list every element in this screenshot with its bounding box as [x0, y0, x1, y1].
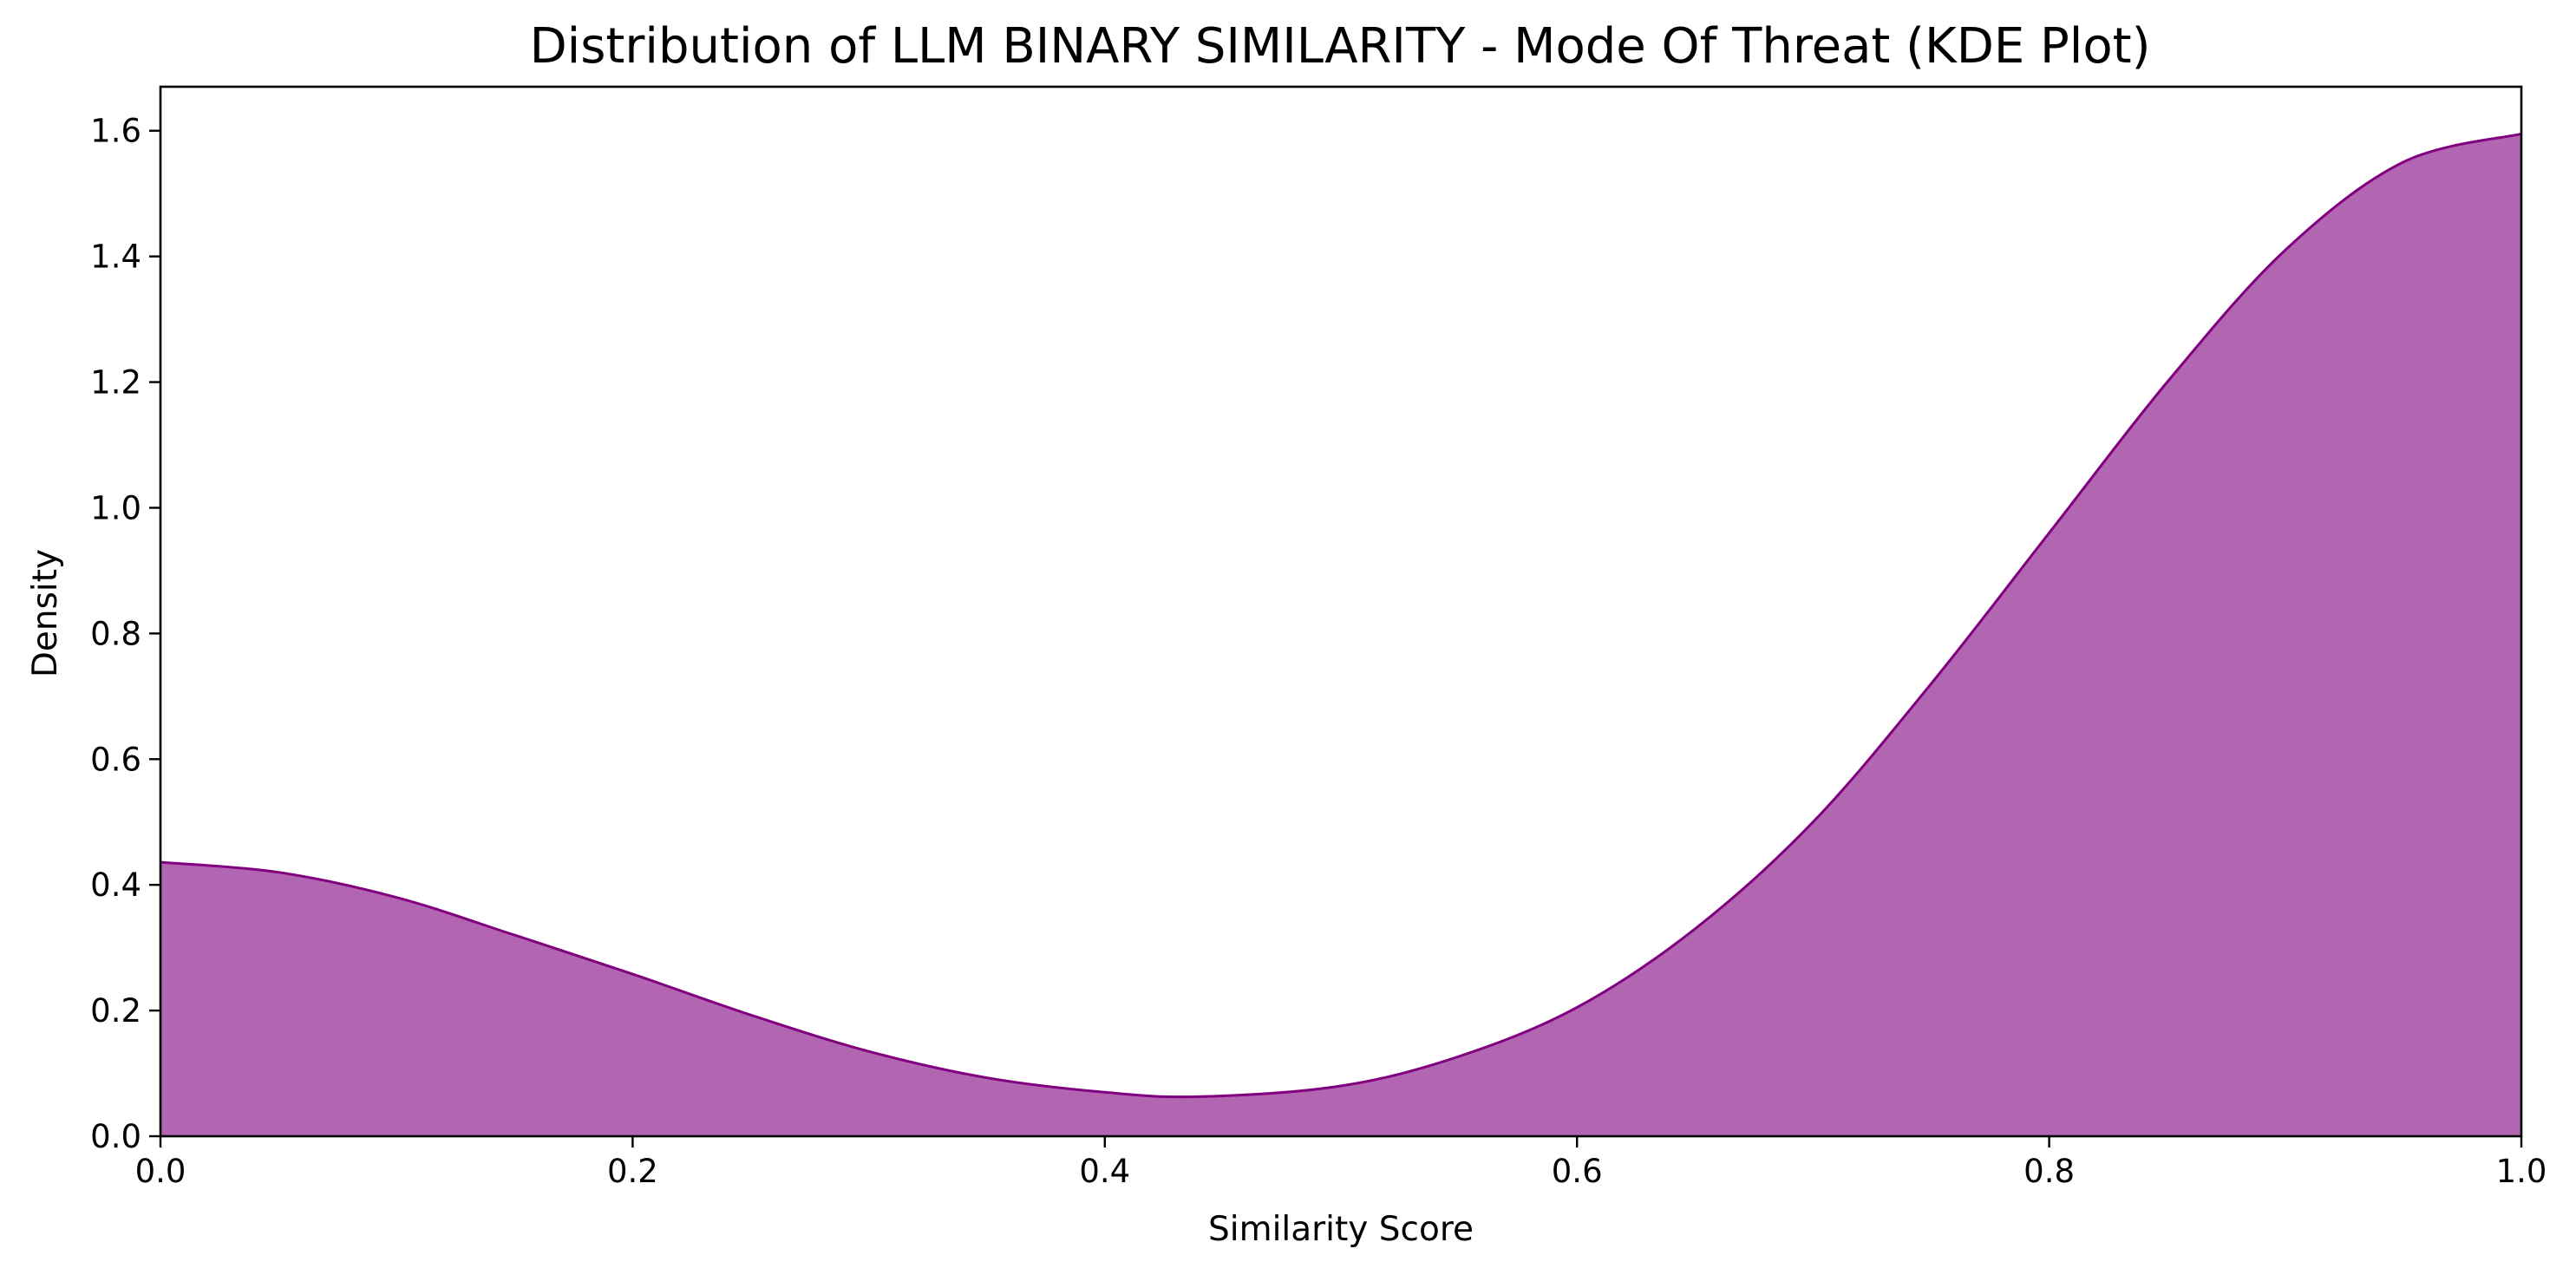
y-tick-label: 0.8: [90, 615, 141, 652]
x-axis-ticks: 0.0 0.2 0.4 0.6 0.8 1.0: [135, 1136, 2547, 1190]
y-tick-label: 0.4: [90, 866, 141, 904]
x-tick-label: 0.0: [135, 1153, 186, 1190]
plot-frame: [159, 85, 2523, 1138]
kde-area-fill: [160, 134, 2521, 1136]
kde-density-line: [160, 132, 2522, 1099]
y-axis-label: Density: [26, 549, 65, 677]
x-tick-label: 0.6: [1552, 1153, 1603, 1190]
x-tick-label: 1.0: [2496, 1153, 2547, 1190]
x-tick-label: 0.2: [607, 1153, 658, 1190]
y-tick-label: 1.2: [90, 364, 141, 402]
x-axis-label: Similarity Score: [1208, 1210, 1474, 1249]
x-tick-label: 0.4: [1079, 1153, 1130, 1190]
x-tick-label: 0.8: [2024, 1153, 2075, 1190]
y-tick-label: 1.6: [90, 113, 141, 150]
y-axis-ticks: 0.0 0.2 0.4 0.6 0.8 1.0 1.2 1.4 1.6: [90, 113, 160, 1155]
plot-area: [160, 132, 2522, 1136]
y-tick-label: 1.0: [90, 489, 141, 526]
y-tick-label: 0.0: [90, 1118, 141, 1155]
chart-title: Distribution of LLM BINARY SIMILARITY - …: [530, 18, 2151, 75]
y-tick-label: 0.6: [90, 741, 141, 778]
y-tick-label: 0.2: [90, 992, 141, 1030]
y-tick-label: 1.4: [90, 239, 141, 276]
